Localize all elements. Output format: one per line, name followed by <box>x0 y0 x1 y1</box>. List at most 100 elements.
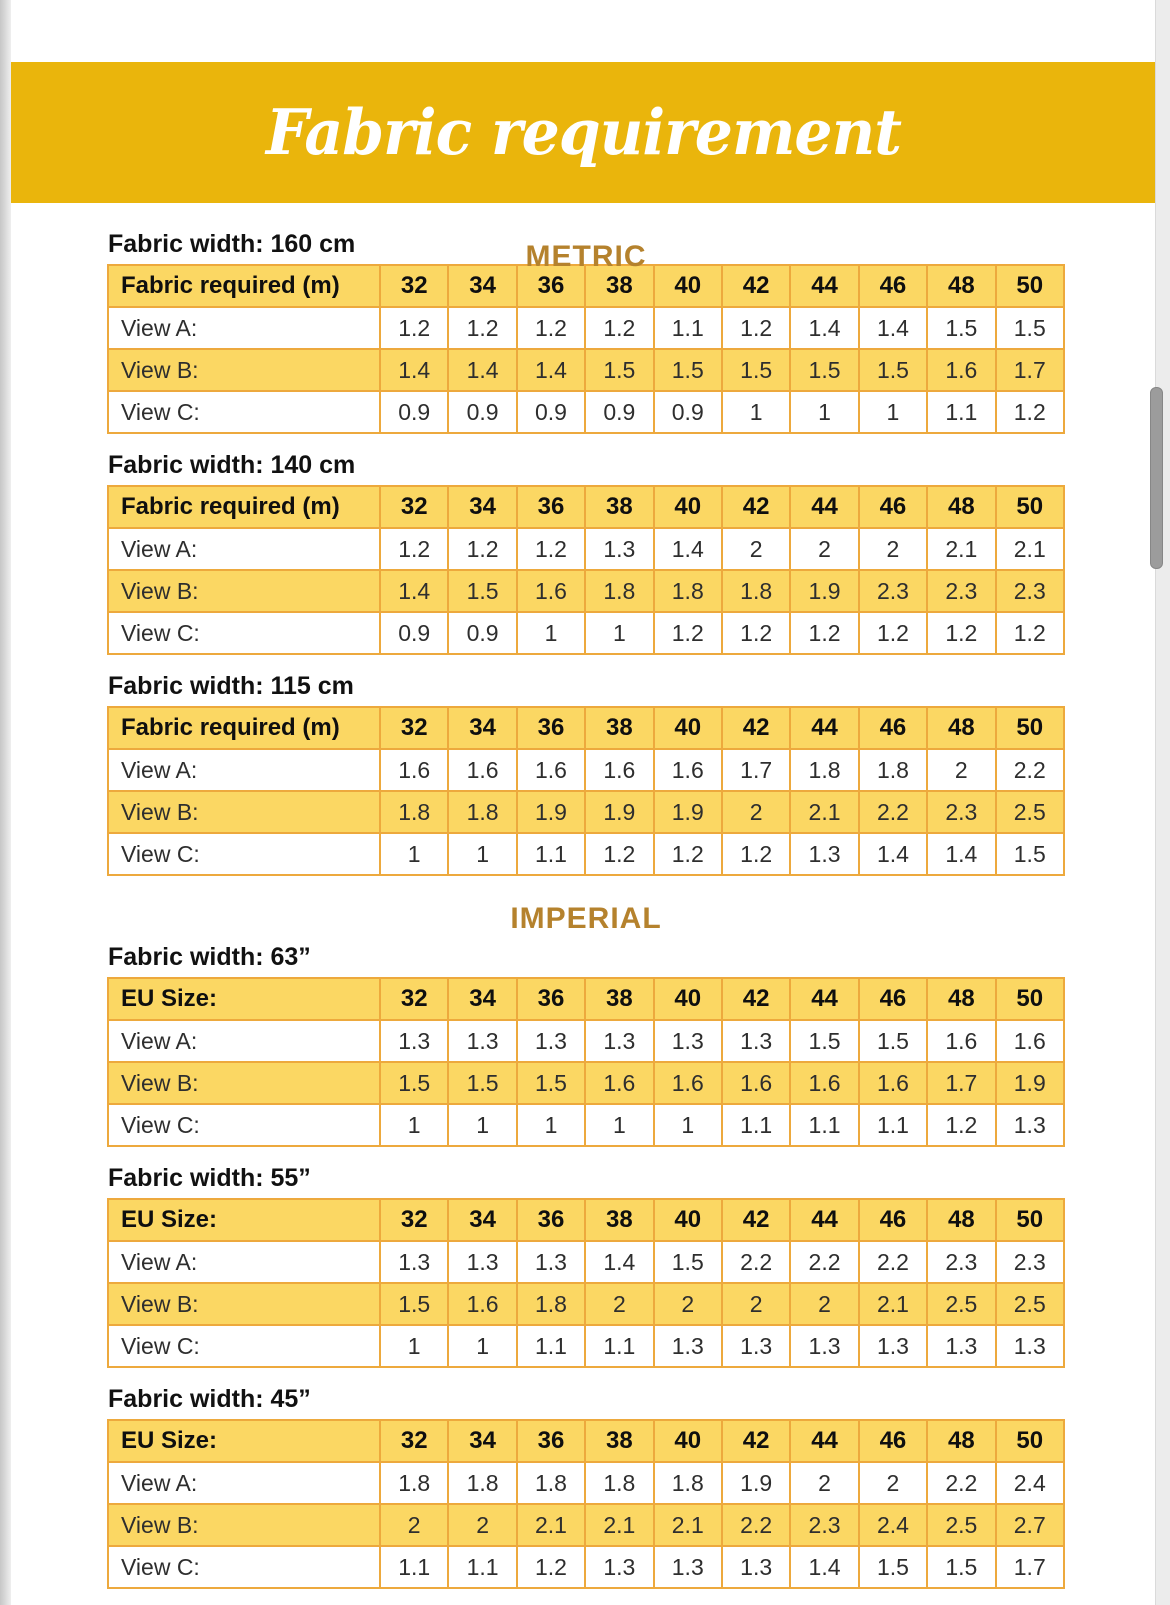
value-cell: 2.2 <box>720 1503 792 1547</box>
size-header-cell: 38 <box>584 1419 655 1463</box>
table-row: View A: 1.3 1.3 1.3 1.3 1.3 1.3 1.5 1.5 1.6 1.6 <box>107 1019 1066 1063</box>
value-cell: 1.2 <box>994 611 1066 655</box>
value-cell: 2 <box>652 1282 723 1326</box>
value-cell: 1.3 <box>994 1324 1066 1368</box>
value-cell: 1.3 <box>652 1324 723 1368</box>
value-cell: 1.3 <box>584 1545 655 1589</box>
size-header-cell: 34 <box>447 706 518 750</box>
fabric-table: Fabric required (m) 32 34 36 38 40 42 44 46 48 50 V… <box>107 706 1066 876</box>
size-header-cell: 32 <box>378 977 450 1021</box>
size-header-cell: 38 <box>584 977 655 1021</box>
table-group: Fabric width: 140 cm Fabric required (m) 3… <box>107 450 1066 655</box>
view-label-cell: View A: <box>107 748 381 792</box>
fabric-table: EU Size: 32 34 36 38 40 42 44 46 48 50 View A: 1.8 1.… <box>107 1419 1066 1589</box>
table-corner-label: Fabric required (m) <box>107 706 381 750</box>
size-header-cell: 34 <box>447 1419 518 1463</box>
size-header-cell: 48 <box>926 1198 997 1242</box>
value-cell: 2.2 <box>857 790 929 834</box>
table-row: View C: 1 1 1.1 1.2 1.2 1.2 1.3 1.4 1.4 1.5 <box>107 832 1066 876</box>
size-header-cell: 36 <box>515 1419 587 1463</box>
value-cell: 1.3 <box>447 1240 518 1284</box>
value-cell: 1.9 <box>720 1461 792 1505</box>
value-cell: 2.3 <box>789 1503 860 1547</box>
size-header-row: Fabric required (m) 32 34 36 38 40 42 44 46 48 50 <box>107 706 1066 750</box>
document-page: Fabric requirement METRIC Fabric width: … <box>11 0 1156 1605</box>
table-row: View A: 1.6 1.6 1.6 1.6 1.6 1.7 1.8 1.8 2 2.2 <box>107 748 1066 792</box>
value-cell: 2.1 <box>584 1503 655 1547</box>
scrollbar-track[interactable] <box>1150 0 1170 1605</box>
view-label-cell: View B: <box>107 1061 381 1105</box>
page-left-edge <box>0 0 11 1605</box>
value-cell: 2.5 <box>994 1282 1066 1326</box>
value-cell: 2.3 <box>857 569 929 613</box>
value-cell: 1.7 <box>720 748 792 792</box>
value-cell: 1.1 <box>447 1545 518 1589</box>
table-row: View C: 1.1 1.1 1.2 1.3 1.3 1.3 1.4 1.5 1.5 1.7 <box>107 1545 1066 1589</box>
size-header-cell: 36 <box>515 977 587 1021</box>
value-cell: 1.1 <box>515 1324 587 1368</box>
size-header-cell: 42 <box>720 706 792 750</box>
view-label-cell: View C: <box>107 390 381 434</box>
view-label-cell: View B: <box>107 1282 381 1326</box>
value-cell: 1.2 <box>926 611 997 655</box>
table-row: View B: 2 2 2.1 2.1 2.1 2.2 2.3 2.4 2.5 2.7 <box>107 1503 1066 1547</box>
fabric-width-label: Fabric width: 115 cm <box>108 672 354 700</box>
size-header-cell: 42 <box>720 1419 792 1463</box>
size-header-cell: 50 <box>994 706 1066 750</box>
size-header-cell: 50 <box>994 485 1066 529</box>
size-header-cell: 34 <box>447 1198 518 1242</box>
value-cell: 1.1 <box>378 1545 450 1589</box>
section-heading-metric: METRIC <box>525 240 647 273</box>
table-row: View A: 1.3 1.3 1.3 1.4 1.5 2.2 2.2 2.2 2.3 2.3 <box>107 1240 1066 1284</box>
value-cell: 1.2 <box>926 1103 997 1147</box>
value-cell: 1.6 <box>515 748 587 792</box>
value-cell: 1.5 <box>789 348 860 392</box>
table-corner-label: EU Size: <box>107 977 381 1021</box>
table-group: Fabric width: 115 cm Fabric required (m) 3… <box>107 671 1066 876</box>
value-cell: 1.6 <box>926 1019 997 1063</box>
value-cell: 2.2 <box>720 1240 792 1284</box>
scrollbar-thumb[interactable] <box>1150 387 1163 569</box>
value-cell: 1.3 <box>378 1019 450 1063</box>
value-cell: 1 <box>447 832 518 876</box>
size-header-cell: 44 <box>789 1419 860 1463</box>
size-header-cell: 38 <box>584 485 655 529</box>
value-cell: 1.2 <box>515 527 587 571</box>
value-cell: 1.9 <box>652 790 723 834</box>
size-header-cell: 42 <box>720 1198 792 1242</box>
value-cell: 1.3 <box>584 527 655 571</box>
size-header-row: EU Size: 32 34 36 38 40 42 44 46 48 50 <box>107 977 1066 1021</box>
value-cell: 1.6 <box>926 348 997 392</box>
value-cell: 1.1 <box>789 1103 860 1147</box>
value-cell: 2 <box>447 1503 518 1547</box>
table-row: View B: 1.8 1.8 1.9 1.9 1.9 2 2.1 2.2 2.3 2.5 <box>107 790 1066 834</box>
value-cell: 1.2 <box>447 306 518 350</box>
size-header-row: Fabric required (m) 32 34 36 38 40 42 44 46 48 50 <box>107 264 1066 308</box>
value-cell: 2.2 <box>789 1240 860 1284</box>
size-header-cell: 32 <box>378 706 450 750</box>
fabric-table: EU Size: 32 34 36 38 40 42 44 46 48 50 View A: 1.3 1.… <box>107 1198 1066 1368</box>
size-header-row: Fabric required (m) 32 34 36 38 40 42 44 46 48 50 <box>107 485 1066 529</box>
value-cell: 0.9 <box>378 611 450 655</box>
value-cell: 1.3 <box>720 1545 792 1589</box>
size-header-cell: 46 <box>857 264 929 308</box>
value-cell: 2 <box>926 748 997 792</box>
size-header-cell: 48 <box>926 485 997 529</box>
section-metric: METRIC Fabric width: 160 cm Fabric requir… <box>107 229 1066 876</box>
value-cell: 2.3 <box>994 569 1066 613</box>
value-cell: 2.4 <box>994 1461 1066 1505</box>
value-cell: 2.1 <box>789 790 860 834</box>
size-header-cell: 34 <box>447 264 518 308</box>
value-cell: 1 <box>857 390 929 434</box>
value-cell: 1.2 <box>515 306 587 350</box>
fabric-width-label: Fabric width: 160 cm <box>108 230 356 258</box>
value-cell: 2.5 <box>926 1282 997 1326</box>
title-banner: Fabric requirement <box>11 62 1156 203</box>
value-cell: 1.3 <box>926 1324 997 1368</box>
value-cell: 1.2 <box>378 527 450 571</box>
value-cell: 1.5 <box>926 1545 997 1589</box>
value-cell: 1.8 <box>447 1461 518 1505</box>
table-row: View C: 0.9 0.9 1 1 1.2 1.2 1.2 1.2 1.2 1.2 <box>107 611 1066 655</box>
value-cell: 1.4 <box>926 832 997 876</box>
table-row: View B: 1.4 1.5 1.6 1.8 1.8 1.8 1.9 2.3 2.3 2.3 <box>107 569 1066 613</box>
